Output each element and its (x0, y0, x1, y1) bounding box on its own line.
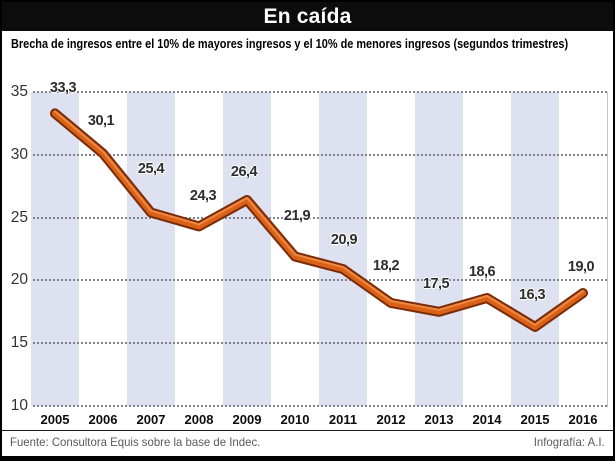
y-tick-label: 25 (10, 208, 28, 226)
x-tick-label: 2014 (472, 412, 502, 427)
trend-line-stroke (52, 110, 586, 330)
column-band (223, 92, 271, 406)
y-tick-label: 20 (10, 271, 28, 289)
footer-divider (2, 430, 613, 431)
data-point-label: 19,0 (567, 258, 595, 275)
data-point-label: 20,9 (330, 232, 358, 249)
x-tick-label: 2009 (232, 412, 262, 427)
trend-line-stroke (54, 110, 584, 326)
y-tick-label: 10 (10, 397, 28, 414)
column-band (319, 92, 367, 406)
x-tick-label: 2006 (88, 412, 118, 427)
data-point-label: 33,3 (49, 80, 77, 97)
data-point-label: 18,6 (468, 263, 496, 280)
data-point-label: 24,3 (189, 188, 217, 205)
gridline (33, 342, 607, 345)
title-bar: En caída (2, 2, 613, 31)
column-band (127, 92, 175, 406)
gridline (33, 405, 607, 407)
gridline (33, 216, 607, 219)
x-tick-label: 2013 (424, 412, 454, 427)
column-band (31, 92, 79, 406)
gridline (33, 279, 607, 282)
x-tick-label: 2015 (520, 412, 550, 427)
chart-subtitle: Brecha de ingresos entre el 10% de mayor… (11, 36, 569, 51)
line-chart-plot-area: 33,3 30,1 25,4 24,3 26,4 21,9 20,9 18,2 17,5 18,6… (31, 80, 607, 407)
x-tick-label: 2012 (376, 412, 406, 427)
trend-line (50, 108, 588, 332)
y-tick-label: 30 (10, 145, 28, 163)
x-tick-label: 2011 (328, 412, 358, 427)
x-tick-label: 2008 (184, 412, 214, 427)
x-tick-label: 2010 (280, 412, 310, 427)
page-title: En caída (263, 5, 352, 28)
data-point-label: 25,4 (137, 160, 165, 177)
column-band (511, 92, 559, 406)
data-point-label: 30,1 (87, 112, 115, 129)
y-tick-label: 35 (10, 83, 28, 100)
x-tick-label: 2016 (568, 412, 598, 427)
column-band (415, 92, 463, 406)
gridline (33, 153, 607, 156)
plot-right-edge (607, 92, 608, 407)
x-tick-label: 2007 (136, 412, 166, 427)
credit-text: Infografía: A.I. (534, 435, 605, 449)
data-point-label: 16,3 (518, 286, 546, 303)
source-text: Fuente: Consultora Equis sobre la base d… (10, 435, 261, 449)
data-point-label: 17,5 (422, 275, 450, 292)
data-point-label: 18,2 (372, 258, 400, 274)
trend-line-stroke (50, 108, 588, 332)
data-point-label: 21,9 (283, 207, 311, 224)
y-tick-label: 15 (10, 334, 28, 352)
x-tick-label: 2005 (40, 412, 70, 427)
gridline (33, 91, 607, 93)
data-point-label: 26,4 (230, 164, 258, 181)
